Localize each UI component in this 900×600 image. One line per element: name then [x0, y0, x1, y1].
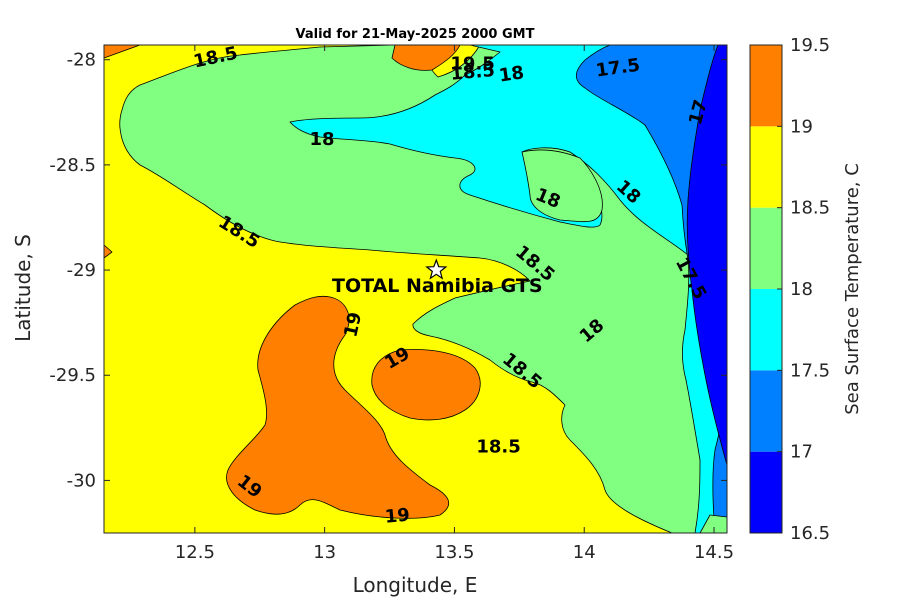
x-tick-label: 14.5 [694, 542, 734, 563]
y-tick-label: -28.5 [49, 155, 96, 176]
contour-label: 19.5 [450, 53, 494, 74]
axes-frame: 12.5 13 13.5 14 14.5 -28 -28.5 -29 -29.5 -30 [49, 44, 734, 563]
band-19-19p5-sw-blob [226, 295, 450, 519]
colorbar-tick-label: 17.5 [790, 360, 830, 381]
band-19-19p5-north-patch [391, 44, 461, 71]
y-tick-label: -30 [67, 470, 96, 491]
colorbar-swatch [750, 126, 782, 208]
colorbar-tick-label: 17 [790, 442, 813, 463]
site-marker-group: TOTAL Namibia GTS [332, 258, 543, 297]
x-axis-label: Longitude, E [353, 573, 478, 597]
y-tick-label: -29 [67, 260, 96, 281]
plot-frame [103, 44, 728, 534]
contour-label: 19 [384, 505, 411, 528]
colorbar-swatch [750, 45, 782, 127]
x-tick-label: 13.5 [434, 542, 474, 563]
band-17p5-18-region [289, 44, 728, 534]
contour-label: 18 [310, 129, 335, 150]
colorbar-tick-label: 19.5 [790, 35, 830, 56]
colorbar: 16.5 17 17.5 18 18.5 19 19.5 [749, 35, 830, 544]
site-star-icon [425, 258, 448, 280]
band-19-19p5-central-blob [371, 349, 481, 421]
contour-label: 18.5 [476, 436, 520, 457]
band-17-17p5-region [575, 44, 728, 534]
chart-title: Valid for 21-May-2025 2000 GMT [296, 27, 535, 42]
x-tick-label: 12.5 [175, 542, 215, 563]
colorbar-swatch [750, 451, 782, 533]
colorbar-label: Sea Surface Temperature, C [842, 163, 863, 415]
site-label: TOTAL Namibia GTS [332, 275, 543, 297]
band-16p5-17-core [686, 44, 728, 466]
colorbar-tick-label: 18 [790, 279, 813, 300]
y-axis-label: Latitude, S [11, 234, 35, 342]
sst-filled-contours [103, 44, 728, 534]
band-18-18p5-inlet [521, 149, 603, 223]
contour-label: 18.5 [450, 60, 496, 85]
colorbar-swatch [750, 370, 782, 452]
x-tick-label: 13 [313, 542, 336, 563]
contour-label: 18 [498, 62, 526, 86]
colorbar-tick-label: 16.5 [790, 523, 830, 544]
y-tick-label: -28 [67, 50, 96, 71]
x-tick-label: 14 [573, 542, 596, 563]
colorbar-tick-label: 18.5 [790, 198, 830, 219]
colorbar-tick-label: 19 [790, 116, 813, 137]
contour-label: 19 [340, 310, 366, 339]
colorbar-swatch [750, 289, 782, 371]
y-tick-label: -29.5 [49, 365, 96, 386]
colorbar-swatch [750, 207, 782, 289]
